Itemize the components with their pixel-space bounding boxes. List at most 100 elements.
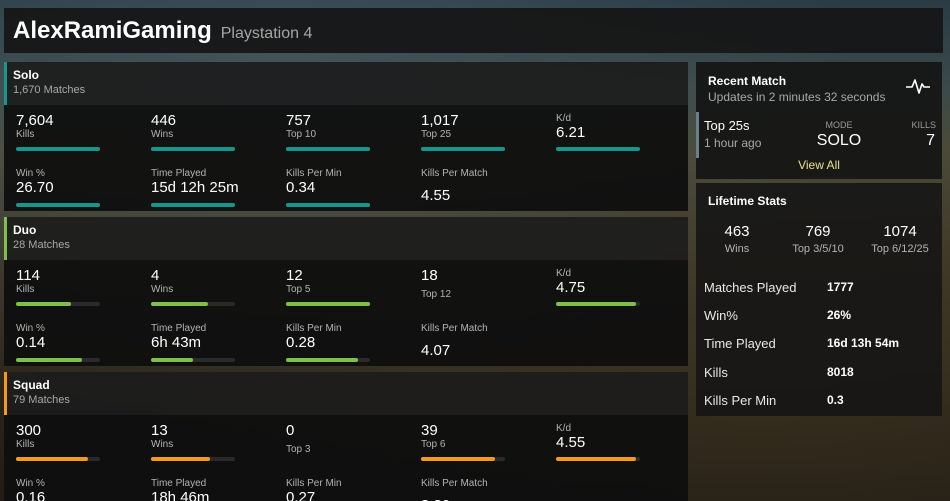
stat-label: Kills Per Min xyxy=(286,478,342,489)
stat-time-played: Time Played 15d 12h 25m xyxy=(151,168,271,207)
lifetime-row-label: Time Played xyxy=(704,336,776,351)
mode-matches: 79 Matches xyxy=(13,394,70,406)
stat-label: Win % xyxy=(16,168,45,179)
lifetime-big-label: Top 6/12/25 xyxy=(871,243,929,255)
stat-progress-fill xyxy=(421,147,505,151)
lifetime-top-6-12-25: 1074 Top 6/12/25 xyxy=(859,223,941,255)
mode-accent-solo xyxy=(4,62,7,105)
lifetime-top-3-5-10: 769 Top 3/5/10 xyxy=(777,223,859,255)
stat-label: Kills xyxy=(16,439,35,450)
stat-top-12: 18 Top 12 xyxy=(421,268,541,301)
stat-time-played: Time Played 6h 43m xyxy=(151,323,271,362)
stat-value: 7,604 xyxy=(16,112,54,129)
lifetime-row-value: 0.3 xyxy=(827,393,844,407)
stat-progress-bar xyxy=(421,457,505,461)
stat-label: Kills Per Match xyxy=(421,168,488,179)
stat-label: Wins xyxy=(151,129,174,140)
stat-label: Kills Per Min xyxy=(286,323,342,334)
recent-mode-value: SOLO xyxy=(816,132,862,149)
stat-kills-per-min: Kills Per Min 0.34 xyxy=(286,168,406,207)
mode-name: Solo xyxy=(13,68,39,82)
stat-wins: 13 Wins xyxy=(151,423,271,461)
stat-value: 446 xyxy=(151,112,177,129)
stat-progress-fill xyxy=(151,203,235,207)
stat-value: 18 xyxy=(421,267,438,284)
recent-match-accent xyxy=(696,112,699,158)
lifetime-big-value: 769 xyxy=(805,223,831,240)
view-all-link[interactable]: View All xyxy=(798,158,840,172)
lifetime-row-value: 8018 xyxy=(827,365,854,379)
stat-progress-fill xyxy=(286,358,359,362)
stat-win: Win % 26.70 xyxy=(16,168,136,207)
recent-match-row[interactable]: Top 25s 1 hour ago MODE SOLO KILLS 7 xyxy=(696,112,942,158)
lifetime-row-label: Win% xyxy=(704,308,738,323)
profile-header: AlexRamiGaming Playstation 4 xyxy=(4,8,943,53)
stat-value: 114 xyxy=(16,267,40,284)
recent-match-card: Recent Match Updates in 2 minutes 32 sec… xyxy=(696,62,942,179)
stat-progress-fill xyxy=(151,358,193,362)
stat-label: Time Played xyxy=(151,168,207,179)
stat-value: 4.55 xyxy=(556,434,586,451)
stat-k-d: K/d 6.21 xyxy=(556,113,676,151)
stat-win: Win % 0.14 xyxy=(16,323,136,362)
stat-label: K/d xyxy=(556,268,572,279)
stat-value: 0.16 xyxy=(16,489,46,501)
stat-progress-fill xyxy=(151,457,210,461)
stat-top-25: 1,017 Top 25 xyxy=(421,113,541,151)
stat-label: Win % xyxy=(16,478,45,489)
mode-panel-squad: Squad 79 Matches 300 Kills 13 Wins 0 Top 3 39 T… xyxy=(4,372,688,501)
stat-value: 15d 12h 25m xyxy=(151,179,239,196)
stat-progress-fill xyxy=(16,147,100,151)
stat-label: K/d xyxy=(556,113,572,124)
stat-label: Kills xyxy=(16,284,35,295)
stat-label: Wins xyxy=(151,284,174,295)
stat-value: 4.07 xyxy=(421,342,451,359)
stat-label: Kills Per Match xyxy=(421,478,488,489)
stat-label: Time Played xyxy=(151,323,207,334)
stat-progress-bar xyxy=(556,457,640,461)
stat-label: Top 5 xyxy=(286,284,311,295)
stat-progress-bar xyxy=(151,147,235,151)
stat-progress-bar xyxy=(151,358,235,362)
recent-kills-value: 7 xyxy=(926,132,935,149)
stat-top-6: 39 Top 6 xyxy=(421,423,541,461)
lifetime-big-value: 1074 xyxy=(883,223,917,240)
lifetime-stats-card: Lifetime Stats 463 Wins 769 Top 3/5/10 1… xyxy=(696,183,942,416)
lifetime-big-value: 463 xyxy=(724,223,750,240)
lifetime-row-label: Matches Played xyxy=(704,280,797,295)
stat-label: Top 25 xyxy=(421,129,452,140)
stat-value: 0.27 xyxy=(286,489,316,501)
stat-progress-bar xyxy=(16,203,100,207)
stat-progress-fill xyxy=(286,302,370,306)
stat-value: 6h 43m xyxy=(151,334,202,351)
lifetime-big-label: Top 3/5/10 xyxy=(792,243,844,255)
stat-label: Kills Per Min xyxy=(286,168,342,179)
stat-label: Top 10 xyxy=(286,129,317,140)
stat-label: Top 6 xyxy=(421,439,446,450)
stat-progress-bar xyxy=(556,147,640,151)
stat-progress-fill xyxy=(16,358,82,362)
stat-progress-fill xyxy=(421,457,495,461)
mode-name: Duo xyxy=(13,223,37,237)
stat-value: 4 xyxy=(151,267,160,284)
mode-header-duo: Duo 28 Matches xyxy=(4,217,688,260)
stat-label: K/d xyxy=(556,423,572,434)
stat-kills: 7,604 Kills xyxy=(16,112,136,151)
stat-value: 26.70 xyxy=(16,179,54,196)
stat-wins: 4 Wins xyxy=(151,267,271,306)
stat-value: 0.14 xyxy=(16,334,46,351)
stat-top-5: 12 Top 5 xyxy=(286,268,406,306)
lifetime-row-value: 16d 13h 54m xyxy=(827,336,900,350)
mode-stats-squad: 300 Kills 13 Wins 0 Top 3 39 Top 6 K/d 4.55 Win % 0… xyxy=(4,415,688,501)
stat-time-played: Time Played 18h 46m xyxy=(151,478,271,501)
recent-match-update-timer: Updates in 2 minutes 32 seconds xyxy=(708,90,886,104)
stat-progress-fill xyxy=(556,457,636,461)
stat-progress-fill xyxy=(556,302,636,306)
stat-value: 3.80 xyxy=(421,498,541,501)
stat-value: 757 xyxy=(286,112,312,129)
player-name: AlexRamiGaming xyxy=(13,17,212,44)
mode-matches: 28 Matches xyxy=(13,239,70,251)
stat-progress-bar xyxy=(556,302,640,306)
lifetime-row-value: 1777 xyxy=(827,280,854,294)
mode-accent-duo xyxy=(4,217,7,260)
